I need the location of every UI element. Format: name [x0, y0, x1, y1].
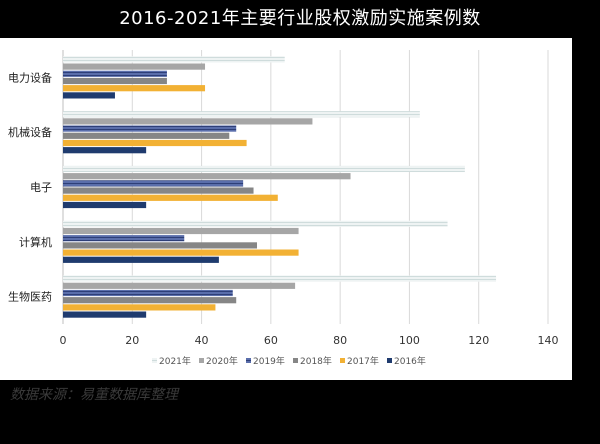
category-label-4: 生物医药: [8, 290, 52, 304]
bar-计算机-2018年: [63, 242, 257, 249]
bar-计算机-2021年: [63, 220, 448, 227]
bar-电子-2020年: [63, 173, 351, 180]
legend-swatch-0: [152, 358, 157, 363]
legend-swatch-2: [246, 358, 251, 363]
category-label-3: 计算机: [19, 235, 52, 249]
bar-机械设备-2021年: [63, 111, 420, 118]
bar-生物医药-2018年: [63, 297, 237, 304]
legend-swatch-3: [293, 358, 298, 363]
legend-label-5: 2016年: [394, 355, 426, 367]
x-tick-label-3: 60: [264, 334, 278, 347]
x-tick-label-0: 0: [60, 334, 67, 347]
bar-电子-2021年: [63, 165, 465, 173]
bar-电力设备-2021年: [63, 56, 285, 63]
bar-电子-2016年: [63, 201, 147, 209]
chart-title: 2016-2021年主要行业股权激励实施案例数: [119, 8, 481, 29]
x-tick-label-6: 120: [468, 334, 489, 347]
bar-电力设备-2019年: [63, 70, 167, 77]
category-label-2: 电子: [30, 181, 52, 194]
x-tick-label-7: 140: [538, 334, 559, 347]
legend-label-1: 2020年: [206, 355, 238, 367]
bar-机械设备-2019年: [63, 125, 237, 132]
x-tick-label-2: 40: [195, 334, 209, 347]
legend-label-0: 2021年: [159, 355, 191, 367]
x-tick-label-1: 20: [125, 334, 139, 347]
bar-电力设备-2020年: [63, 63, 206, 70]
x-tick-label-4: 80: [333, 334, 347, 347]
bar-机械设备-2016年: [63, 147, 147, 154]
bar-机械设备-2017年: [63, 139, 247, 147]
legend-swatch-5: [387, 358, 392, 363]
bar-电力设备-2016年: [63, 92, 115, 99]
bar-计算机-2020年: [63, 227, 299, 235]
chart-panel: 电力设备机械设备电子计算机生物医药 0 20 40 60 80 100 120 140 202…: [0, 38, 572, 380]
bar-生物医药-2021年: [63, 275, 497, 282]
bar-计算机-2016年: [63, 256, 219, 263]
legend-swatch-4: [340, 358, 345, 363]
data-source-note: 数据来源：易董数据库整理: [10, 387, 178, 403]
bar-电子-2019年: [63, 180, 244, 187]
legend-label-4: 2017年: [347, 355, 379, 367]
bar-电子-2018年: [63, 187, 254, 194]
bar-电力设备-2017年: [63, 85, 206, 92]
category-label-1: 机械设备: [8, 125, 52, 139]
bar-生物医药-2020年: [63, 282, 296, 289]
bar-电子-2017年: [63, 194, 278, 201]
bar-生物医药-2016年: [63, 311, 147, 318]
legend-label-2: 2019年: [253, 355, 285, 367]
category-label-0: 电力设备: [8, 70, 52, 84]
bar-生物医药-2017年: [63, 304, 216, 311]
bar-计算机-2019年: [63, 235, 185, 242]
bar-机械设备-2018年: [63, 132, 230, 139]
bar-电力设备-2018年: [63, 77, 167, 85]
bar-生物医药-2019年: [63, 289, 233, 297]
bar-计算机-2017年: [63, 249, 299, 256]
legend-label-3: 2018年: [300, 355, 332, 367]
legend-swatch-1: [199, 358, 204, 363]
x-tick-label-5: 100: [399, 334, 420, 347]
bar-机械设备-2020年: [63, 118, 313, 125]
